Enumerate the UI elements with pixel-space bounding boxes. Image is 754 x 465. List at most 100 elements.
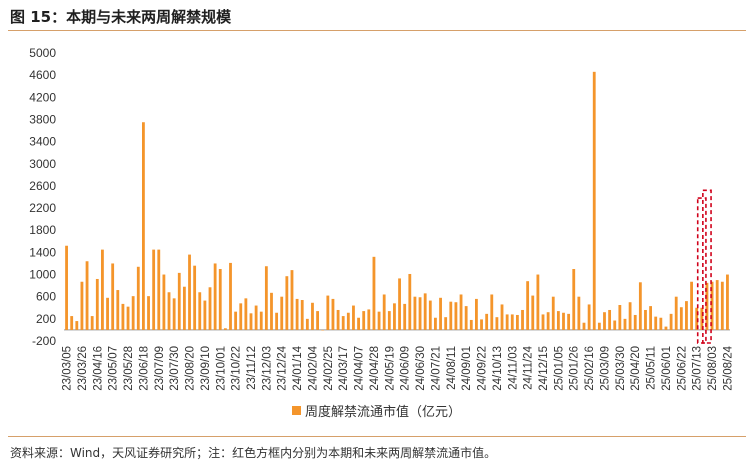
x-tick-label: 23/12/24 [277, 345, 289, 390]
x-tick-label: 23/09/10 [200, 346, 212, 391]
x-tick-label: 23/06/18 [138, 346, 150, 391]
x-tick-label: 25/03/30 [615, 346, 627, 391]
highlight-box-next [702, 189, 712, 344]
bar [526, 281, 530, 330]
bar [387, 311, 391, 330]
y-tick-label: 1400 [29, 245, 56, 259]
bar [715, 280, 719, 330]
x-tick-label: 23/03/05 [62, 346, 74, 391]
x-tick-label: 24/11/03 [507, 346, 519, 390]
bar [495, 317, 499, 330]
bar [423, 293, 427, 330]
x-tick-label: 24/04/07 [354, 346, 366, 391]
bar [700, 307, 704, 330]
x-tick-label: 24/02/25 [323, 346, 335, 391]
bar [193, 265, 197, 330]
x-tick-label: 23/10/01 [215, 346, 227, 391]
x-tick-label: 25/06/01 [661, 346, 673, 391]
bar [613, 320, 617, 330]
bar [275, 312, 279, 330]
y-tick-label: -200 [32, 334, 56, 348]
bar [152, 249, 156, 330]
bar [234, 311, 238, 330]
legend-label: 周度解禁流通市值（亿元） [305, 405, 462, 420]
x-tick-label: 25/08/03 [707, 346, 719, 391]
bar [669, 313, 673, 330]
bar [500, 304, 504, 330]
bar [290, 270, 294, 330]
x-tick-label: 25/03/09 [599, 346, 611, 391]
bar [203, 300, 207, 330]
bar [239, 303, 243, 330]
x-tick-label: 25/01/05 [553, 346, 565, 391]
x-tick-label: 24/02/04 [307, 345, 319, 390]
bar [505, 314, 509, 330]
bar [346, 312, 350, 330]
bar [172, 298, 176, 330]
x-tick-label: 23/10/22 [231, 346, 243, 391]
bar [644, 309, 647, 330]
x-tick-label: 25/04/20 [630, 346, 642, 391]
bar [480, 319, 483, 330]
bar [515, 314, 519, 330]
bar [254, 305, 258, 330]
x-tick-label: 24/05/19 [384, 346, 396, 391]
bar [321, 329, 325, 331]
bar [229, 262, 232, 330]
bar [592, 71, 596, 330]
bar [577, 296, 581, 330]
bar [633, 314, 637, 330]
bar [70, 316, 74, 330]
x-tick-label: 25/06/22 [676, 346, 688, 391]
bar [75, 321, 79, 330]
bar [142, 122, 145, 330]
bar [157, 249, 161, 330]
y-tick-label: 3800 [29, 112, 56, 126]
bar [167, 292, 171, 330]
bar [398, 278, 401, 330]
title-divider [8, 30, 746, 31]
bar [726, 274, 729, 330]
bar [136, 266, 140, 330]
footer-divider [8, 436, 746, 437]
bar [556, 311, 560, 330]
bar [336, 309, 340, 330]
y-tick-label: 3000 [29, 157, 56, 171]
bar [685, 301, 688, 330]
x-tick-label: 24/08/11 [446, 346, 458, 390]
bar [244, 298, 248, 330]
bar [121, 303, 125, 330]
bar [418, 297, 422, 330]
bar [720, 281, 724, 330]
bar [101, 249, 104, 330]
bar [608, 309, 612, 330]
bar [413, 296, 417, 330]
highlight-box-current [696, 197, 707, 344]
bar [449, 301, 453, 330]
figure-title: 图 15：本期与未来两周解禁规模 [10, 8, 232, 26]
x-tick-label: 25/05/11 [646, 346, 658, 390]
x-tick-label: 23/08/20 [185, 346, 197, 391]
x-tick-label: 24/01/14 [292, 345, 304, 390]
bar [705, 282, 709, 330]
bar [428, 300, 432, 330]
bar [208, 287, 212, 330]
bar [326, 295, 330, 330]
bar [295, 298, 299, 330]
bar [654, 316, 658, 330]
bar [218, 269, 222, 330]
bar [316, 311, 319, 330]
bar [546, 312, 550, 330]
y-tick-label: 1800 [29, 223, 56, 237]
bar [126, 306, 130, 330]
bar [510, 314, 514, 330]
bar [300, 300, 304, 330]
bar [213, 263, 217, 330]
bar [382, 294, 386, 330]
bar-chart: -200 200 600 1000 1400 1800 2200 2600 3000 3400 38… [29, 46, 734, 391]
bar [403, 303, 407, 330]
bar [638, 282, 642, 330]
bar [562, 312, 565, 330]
bar [95, 278, 99, 330]
bar [90, 316, 94, 330]
